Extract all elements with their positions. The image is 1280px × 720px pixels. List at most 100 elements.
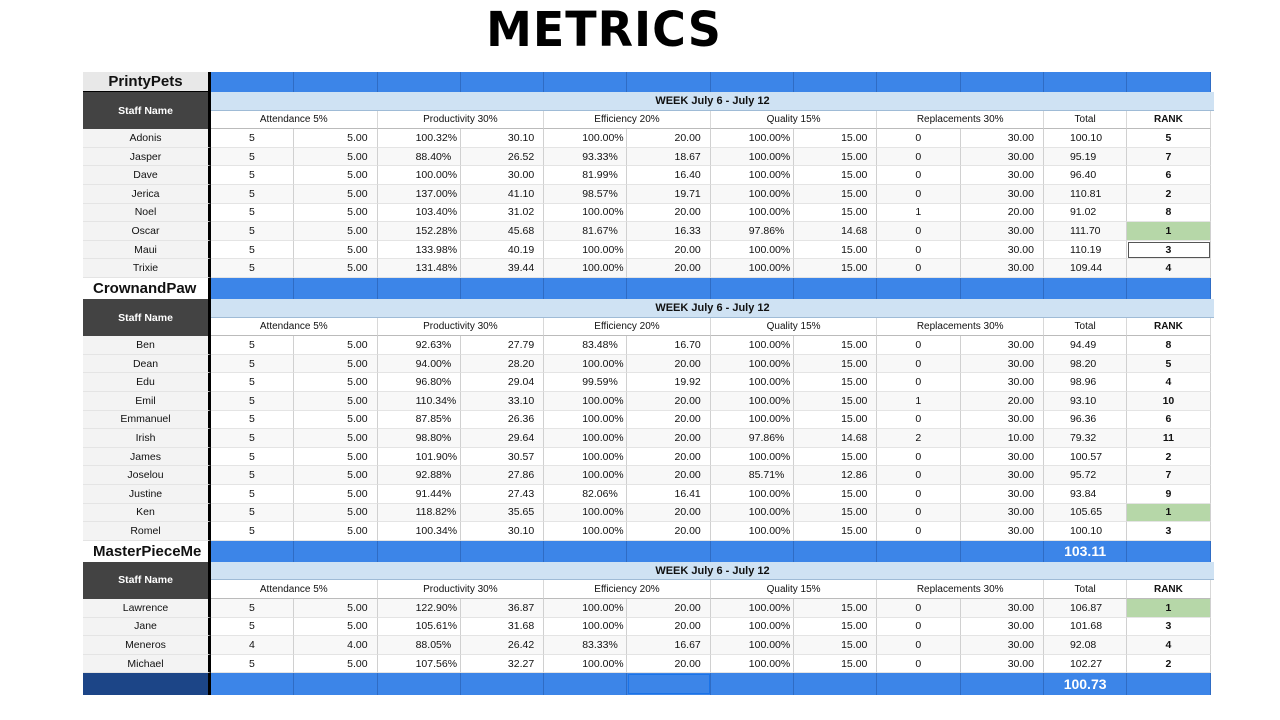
attendance-score[interactable]: 5.00 — [294, 166, 378, 185]
total-value[interactable]: 106.87 — [1043, 599, 1128, 618]
efficiency-score[interactable]: 20.00 — [627, 129, 711, 148]
productivity-score[interactable]: 30.10 — [460, 522, 545, 541]
replacements-score[interactable]: 30.00 — [960, 185, 1044, 204]
total-value[interactable]: 105.65 — [1043, 503, 1128, 523]
group-name[interactable]: MasterPieceMe — [83, 540, 211, 562]
band-cell[interactable] — [294, 673, 378, 696]
attendance-value[interactable]: 5 — [211, 129, 295, 148]
productivity-score[interactable]: 29.64 — [460, 429, 545, 448]
staff-name-cell[interactable]: Joselou — [83, 466, 211, 485]
efficiency-value[interactable]: 100.00% — [544, 129, 628, 148]
staff-name-cell[interactable]: Ken — [83, 503, 211, 523]
total-value[interactable]: 100.57 — [1043, 447, 1128, 467]
band-cell[interactable] — [794, 673, 878, 696]
productivity-score[interactable]: 26.52 — [460, 147, 545, 167]
band-cell[interactable] — [377, 673, 461, 696]
attendance-value[interactable]: 5 — [211, 240, 295, 260]
attendance-value[interactable]: 5 — [211, 336, 295, 355]
quality-value[interactable]: 100.00% — [710, 617, 795, 637]
productivity-score[interactable]: 31.68 — [460, 617, 545, 637]
efficiency-score[interactable]: 18.67 — [627, 147, 711, 167]
band-cell[interactable] — [544, 278, 628, 299]
total-value[interactable]: 95.72 — [1043, 466, 1128, 485]
staff-name-cell[interactable]: Dave — [83, 166, 211, 185]
replacements-value[interactable]: 0 — [877, 240, 961, 260]
efficiency-value[interactable]: 100.00% — [544, 259, 628, 278]
rank-value[interactable]: 11 — [1127, 429, 1211, 448]
quality-value[interactable]: 100.00% — [710, 185, 795, 204]
quality-value[interactable]: 100.00% — [710, 392, 795, 411]
efficiency-value[interactable]: 100.00% — [544, 354, 628, 374]
efficiency-score[interactable]: 16.70 — [627, 336, 711, 355]
productivity-value[interactable]: 88.05% — [377, 636, 461, 655]
productivity-score[interactable]: 26.42 — [460, 636, 545, 655]
replacements-score[interactable]: 30.00 — [960, 466, 1044, 485]
efficiency-value[interactable]: 100.00% — [544, 410, 628, 430]
rank-value[interactable]: 2 — [1127, 654, 1211, 674]
band-cell[interactable] — [877, 540, 961, 562]
replacements-score[interactable]: 20.00 — [960, 203, 1044, 223]
attendance-value[interactable]: 5 — [211, 147, 295, 167]
rank-value[interactable]: 1 — [1127, 503, 1211, 523]
replacements-score[interactable]: 30.00 — [960, 222, 1044, 241]
band-cell[interactable] — [960, 72, 1044, 92]
attendance-value[interactable]: 5 — [211, 429, 295, 448]
band-cell[interactable] — [794, 540, 878, 562]
band-cell[interactable] — [460, 540, 545, 562]
productivity-value[interactable]: 98.80% — [377, 429, 461, 448]
attendance-score[interactable]: 5.00 — [294, 354, 378, 374]
efficiency-value[interactable]: 100.00% — [544, 654, 628, 674]
quality-score[interactable]: 15.00 — [794, 447, 878, 467]
productivity-value[interactable]: 92.88% — [377, 466, 461, 485]
replacements-score[interactable]: 30.00 — [960, 129, 1044, 148]
total-value[interactable]: 98.20 — [1043, 354, 1128, 374]
replacements-value[interactable]: 0 — [877, 466, 961, 485]
band-cell[interactable] — [877, 278, 961, 299]
efficiency-value[interactable]: 100.00% — [544, 447, 628, 467]
productivity-score[interactable]: 35.65 — [460, 503, 545, 523]
quality-value[interactable]: 100.00% — [710, 410, 795, 430]
productivity-score[interactable]: 29.04 — [460, 373, 545, 392]
band-cell[interactable] — [710, 540, 795, 562]
efficiency-score[interactable]: 20.00 — [627, 447, 711, 467]
staff-name-cell[interactable]: Edu — [83, 373, 211, 392]
band-cell[interactable] — [960, 540, 1044, 562]
band-cell[interactable] — [627, 72, 711, 92]
efficiency-score[interactable]: 20.00 — [627, 240, 711, 260]
efficiency-score[interactable]: 16.41 — [627, 485, 711, 504]
band-cell[interactable] — [377, 278, 461, 299]
productivity-value[interactable]: 100.34% — [377, 522, 461, 541]
efficiency-value[interactable]: 99.59% — [544, 373, 628, 392]
replacements-score[interactable]: 30.00 — [960, 654, 1044, 674]
rank-value[interactable]: 4 — [1127, 373, 1211, 392]
rank-value[interactable]: 3 — [1127, 240, 1211, 260]
rank-value[interactable]: 9 — [1127, 485, 1211, 504]
quality-value[interactable]: 85.71% — [710, 466, 795, 485]
staff-name-cell[interactable]: Jerica — [83, 185, 211, 204]
replacements-value[interactable]: 0 — [877, 503, 961, 523]
replacements-score[interactable]: 20.00 — [960, 392, 1044, 411]
productivity-value[interactable]: 100.32% — [377, 129, 461, 148]
productivity-score[interactable]: 30.00 — [460, 166, 545, 185]
efficiency-score[interactable]: 20.00 — [627, 354, 711, 374]
band-cell[interactable] — [460, 72, 545, 92]
total-value[interactable]: 96.40 — [1043, 166, 1128, 185]
quality-value[interactable]: 100.00% — [710, 485, 795, 504]
band-cell[interactable] — [794, 278, 878, 299]
staff-name-cell[interactable]: Irish — [83, 429, 211, 448]
quality-score[interactable]: 15.00 — [794, 392, 878, 411]
efficiency-score[interactable]: 16.40 — [627, 166, 711, 185]
attendance-score[interactable]: 5.00 — [294, 485, 378, 504]
attendance-value[interactable]: 5 — [211, 222, 295, 241]
quality-value[interactable]: 100.00% — [710, 203, 795, 223]
rank-value[interactable]: 1 — [1127, 222, 1211, 241]
attendance-score[interactable]: 5.00 — [294, 617, 378, 637]
productivity-value[interactable]: 91.44% — [377, 485, 461, 504]
attendance-score[interactable]: 5.00 — [294, 259, 378, 278]
attendance-value[interactable]: 5 — [211, 410, 295, 430]
quality-value[interactable]: 100.00% — [710, 522, 795, 541]
attendance-value[interactable]: 5 — [211, 259, 295, 278]
band-cell[interactable] — [1127, 278, 1211, 299]
efficiency-value[interactable]: 83.33% — [544, 636, 628, 655]
band-cell[interactable] — [960, 278, 1044, 299]
